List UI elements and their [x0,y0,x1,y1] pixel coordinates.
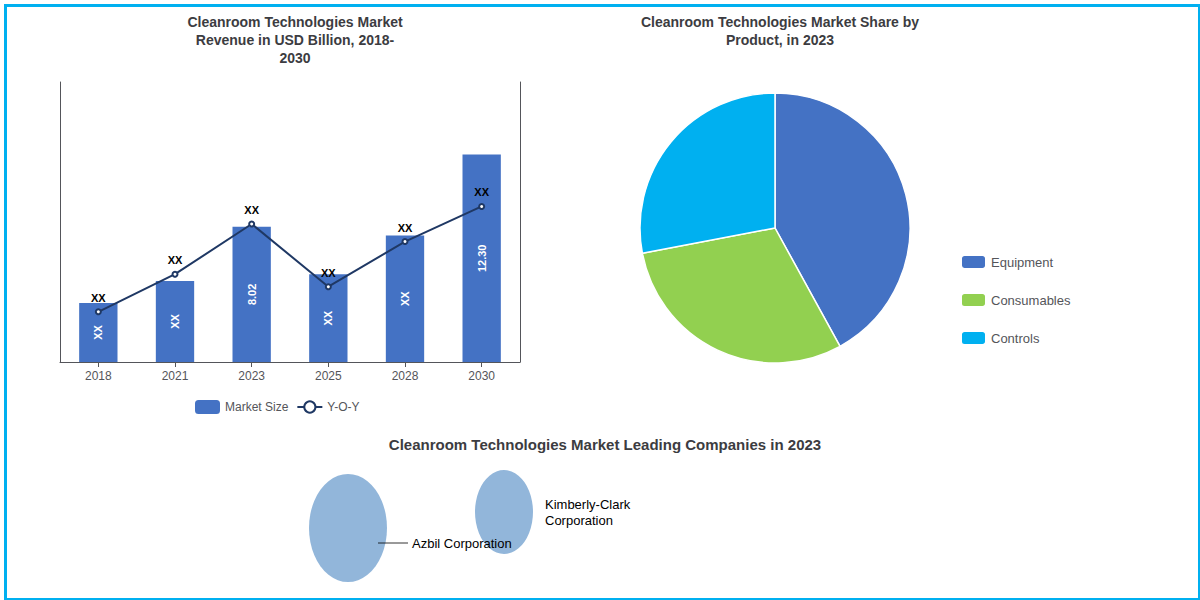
svg-text:Cleanroom Technologies Market: Cleanroom Technologies Market [187,14,403,30]
svg-text:XX: XX [474,186,489,198]
svg-text:XX: XX [398,222,413,234]
svg-text:XX: XX [168,254,183,266]
svg-text:XX: XX [91,292,106,304]
svg-text:8.02: 8.02 [246,284,258,305]
svg-text:12.30: 12.30 [476,245,488,273]
svg-text:2030: 2030 [468,369,495,383]
svg-text:Market Size: Market Size [225,400,289,414]
svg-text:Cleanroom Technologies Market: Cleanroom Technologies Market Leading Co… [389,436,821,453]
svg-text:2028: 2028 [392,369,419,383]
svg-text:2030: 2030 [279,50,310,66]
svg-text:2023: 2023 [238,369,265,383]
svg-text:Revenue in USD Billion, 2018-: Revenue in USD Billion, 2018- [196,32,395,48]
svg-text:Azbil Corporation: Azbil Corporation [412,536,512,551]
svg-text:Corporation: Corporation [545,513,613,528]
svg-text:XX: XX [169,314,181,329]
svg-text:Consumables: Consumables [991,293,1071,308]
svg-text:Kimberly-Clark: Kimberly-Clark [545,497,631,512]
svg-text:Cleanroom Technologies Market: Cleanroom Technologies Market Share by [641,14,919,30]
svg-text:2021: 2021 [162,369,189,383]
svg-text:XX: XX [92,324,104,339]
svg-text:Controls: Controls [991,331,1040,346]
svg-text:Y-O-Y: Y-O-Y [327,400,359,414]
svg-text:XX: XX [244,204,259,216]
svg-text:2025: 2025 [315,369,342,383]
svg-text:XX: XX [399,291,411,306]
svg-text:XX: XX [321,267,336,279]
svg-text:XX: XX [322,310,334,325]
svg-text:Product, in 2023: Product, in 2023 [726,32,834,48]
svg-text:Equipment: Equipment [991,255,1054,270]
svg-text:2018: 2018 [85,369,112,383]
